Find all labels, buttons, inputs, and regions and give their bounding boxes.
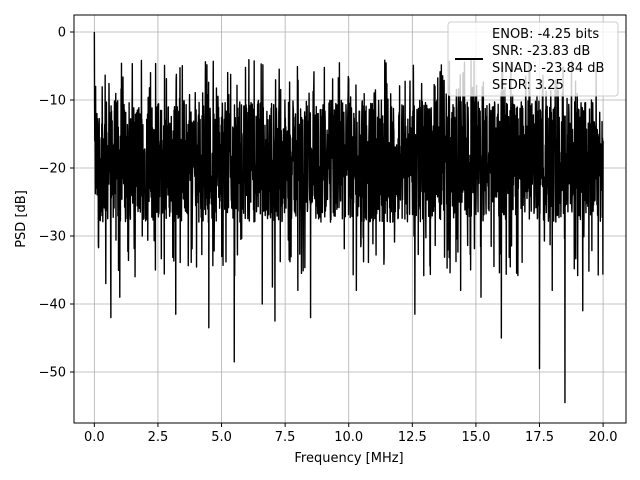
y-axis-label: PSD [dB] [14, 190, 29, 248]
x-axis-label: Frequency [MHz] [294, 451, 403, 466]
x-tick-label: 7.5 [275, 430, 296, 445]
y-axis-ticks: 0 −10 −20 −30 −40 −50 [39, 26, 74, 381]
plot-frame [73, 14, 627, 424]
x-tick-label: 10.0 [334, 430, 363, 445]
legend-entry-sfdr: SFDR: 3.25 [492, 78, 564, 93]
legend-box [447, 21, 619, 97]
x-axis-ticks: 0.0 2.5 5.0 7.5 10.0 12.5 15.0 17.5 20.0 [84, 423, 618, 445]
x-tick-label: 0.0 [84, 430, 105, 445]
x-tick-label: 5.0 [211, 430, 232, 445]
y-tick-label: 0 [58, 26, 66, 41]
y-tick-label: −30 [39, 230, 66, 245]
legend[interactable]: ENOB: -4.25 bits SNR: -23.83 dB SINAD: -… [447, 21, 619, 97]
series-layer [93, 31, 604, 404]
x-tick-label: 12.5 [398, 430, 427, 445]
x-tick-label: 20.0 [589, 430, 618, 445]
x-tick-label: 2.5 [148, 430, 169, 445]
y-tick-label: −20 [39, 162, 66, 177]
y-tick-label: −40 [39, 298, 66, 313]
x-tick-label: 15.0 [461, 430, 490, 445]
legend-entry-sinad: SINAD: -23.84 dB [492, 61, 604, 76]
y-tick-label: −50 [39, 366, 66, 381]
y-tick-label: −10 [39, 94, 66, 109]
legend-entry-enob: ENOB: -4.25 bits [492, 27, 599, 42]
psd-series-line [93, 31, 604, 404]
legend-entry-snr: SNR: -23.83 dB [492, 44, 590, 59]
x-tick-label: 17.5 [525, 430, 554, 445]
